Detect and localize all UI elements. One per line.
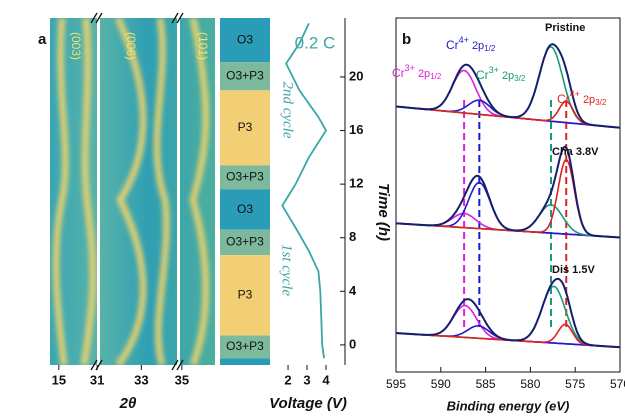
y-tick-label: 12 [349,176,363,191]
phase-label: O3+P3 [226,235,264,249]
x-tick-label: 575 [565,377,585,391]
panel-label: a [38,31,47,48]
envelope-curve [396,277,621,349]
label-part: 2p [583,94,595,106]
spectrum-name: Dis 1.5V [552,264,595,276]
heatmap-background [50,18,215,365]
label-part: Cr [476,68,489,82]
component-label: Cr3+ 2p1/2 [392,63,442,81]
voltage-curve [281,23,328,359]
phase-band [220,358,270,365]
label-part: Cr [392,66,405,80]
y-axis-label: Time (h) [375,183,392,241]
y-tick-label: 8 [349,229,356,244]
axis-break [177,18,180,365]
label-part: 2p [502,70,514,82]
phase-label: O3 [237,32,253,46]
label-part: 4+ [459,35,469,45]
label-part: 3+ [489,65,499,75]
y-tick-label: 4 [349,283,357,298]
phase-label: P3 [238,288,253,302]
component-label: Cr4+ 2p3/2 [557,89,607,107]
x-tick-label: 2 [284,372,291,387]
cycle-annotation: 2nd cycle [280,81,296,138]
y-tick-label: 0 [349,336,356,351]
x-axis-label: Voltage (V) [269,395,347,412]
plot-frame [395,17,621,373]
phase-band [220,229,270,256]
envelope-curve [395,145,621,239]
component-curve [396,285,621,348]
peak-label: (003) [69,32,83,60]
label-part: 1/2 [484,44,496,53]
heatmap [50,18,215,365]
phase-band [220,18,270,63]
phase-band [220,165,270,190]
phase-band [220,255,270,336]
peak-label: (006) [124,32,138,60]
spectrum-name: Pristine [545,22,585,34]
label-part: Cr [557,92,570,106]
component-curve [396,304,621,348]
spectrum-name: Cha 3.8V [552,146,599,158]
phase-label: O3 [237,202,253,216]
phase-label: O3+P3 [226,68,264,82]
x-axis-label: Binding energy (eV) [447,398,570,413]
component-label: Cr4+ 2p1/2 [446,35,496,53]
peak-label: (101) [196,32,210,60]
label-part: 2p [472,40,484,52]
label-part: 2p [418,68,430,80]
phase-band [220,90,270,166]
x-tick-label: 585 [476,377,496,391]
x-axis-label: 2θ [119,395,137,412]
heatmap-stripes [52,18,210,365]
x-tick-label: 33 [134,372,148,387]
label-part: 3/2 [514,74,526,83]
x-tick-label: 595 [386,377,406,391]
phase-band [220,335,270,359]
x-tick-label: 570 [610,377,625,391]
phase-label: O3+P3 [226,170,264,184]
x-tick-label: 580 [520,377,540,391]
phase-band [220,189,270,230]
phase-band [220,62,270,91]
label-part: 4+ [570,89,580,99]
component-label: Cr3+ 2p3/2 [476,65,526,83]
axis-break [97,18,100,365]
x-tick-label: 31 [90,372,104,387]
panel-label: b [402,31,411,48]
phase-label: O3+P3 [226,339,264,353]
component-curve [395,46,621,129]
phase-label: P3 [238,120,253,134]
x-tick-label: 3 [303,372,310,387]
label-part: 1/2 [430,72,442,81]
cycle-annotation: 1st cycle [279,244,295,296]
x-tick-label: 590 [431,377,451,391]
y-tick-label: 20 [349,68,363,83]
label-part: Cr [446,38,459,52]
x-tick-label: 15 [52,372,66,387]
chart-title: 0.2 C [295,33,336,52]
envelope-curve [395,43,621,129]
x-tick-label: 35 [175,372,189,387]
label-part: 3/2 [595,98,607,107]
y-tick-label: 16 [349,122,363,137]
label-part: 3+ [405,63,415,73]
x-tick-label: 4 [322,372,330,387]
